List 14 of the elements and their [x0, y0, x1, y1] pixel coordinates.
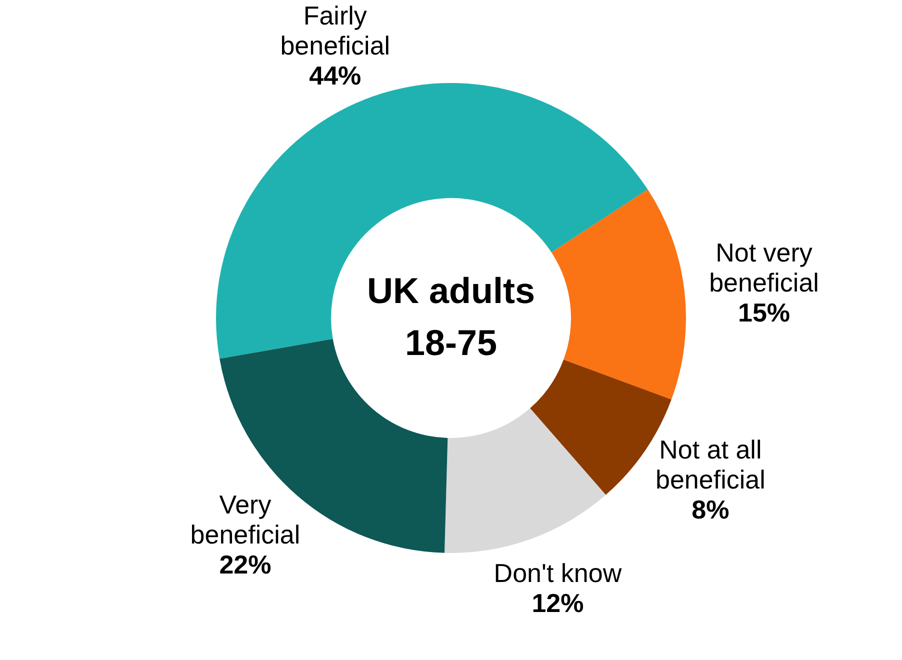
text: UK adults 18-75	[366, 270, 536, 363]
slice-label: Not at all beneficial	[656, 434, 766, 494]
slice-label: Fairly beneficial	[280, 0, 390, 60]
data-label: 44%	[309, 60, 362, 90]
donut-slice	[444, 408, 606, 553]
donut-slice	[551, 189, 686, 400]
data-label: 8%	[692, 494, 730, 524]
data-label: 12%	[532, 588, 584, 618]
data-label: 15%	[738, 297, 790, 328]
slice-label: Not very beneficial	[709, 237, 819, 298]
slice-label: Very beneficial	[190, 490, 300, 550]
data-label: 22%	[219, 550, 272, 580]
donut-slice	[216, 83, 648, 359]
slice-label: Don't know	[494, 558, 622, 588]
